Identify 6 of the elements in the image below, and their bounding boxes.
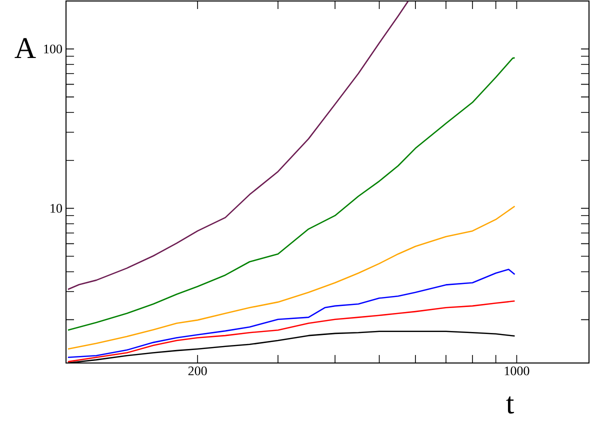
y-tick-label: 100 (44, 44, 62, 54)
x-tick-label: 200 (188, 366, 207, 376)
y-axis-title: A (14, 38, 36, 58)
x-axis-title: t (506, 396, 514, 414)
y-tick-label: 10 (50, 204, 62, 213)
x-tick-label: 1000 (504, 366, 530, 376)
